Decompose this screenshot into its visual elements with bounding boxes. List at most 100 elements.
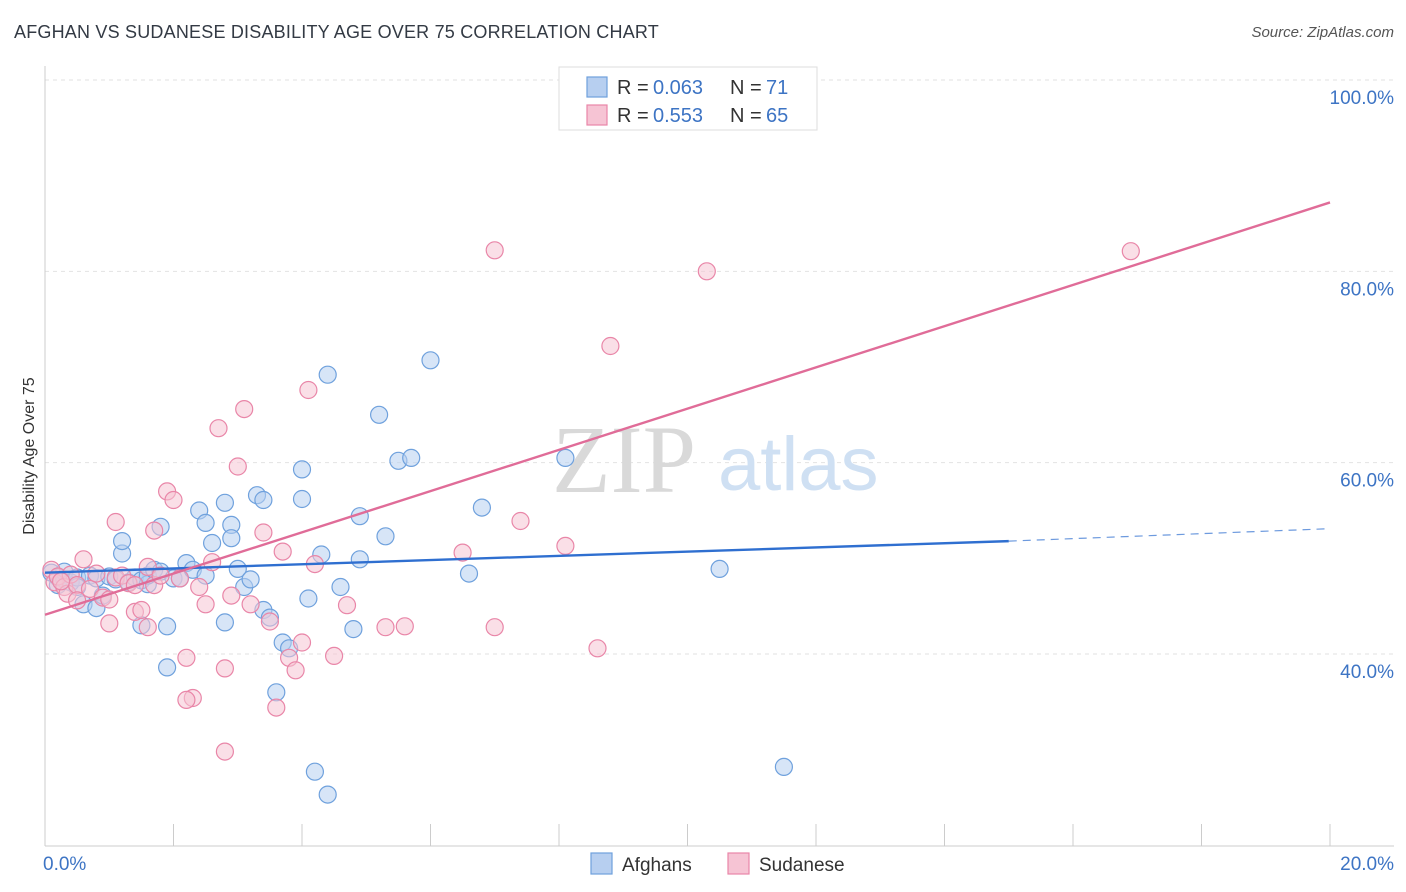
afghans-point — [158, 617, 177, 636]
sudanese-point — [145, 521, 164, 540]
sudanese-point — [453, 543, 472, 562]
sudanese-point — [485, 618, 504, 637]
sudanese-point — [556, 536, 575, 556]
afghans-point — [459, 564, 479, 583]
series-legend-swatch — [590, 852, 613, 875]
x-tick-label: 20.0% — [1340, 854, 1394, 875]
legend-r-label: R = — [617, 105, 649, 127]
sudanese-point — [74, 550, 93, 569]
sudanese-point — [138, 557, 157, 577]
tick-labels: 40.0% 60.0% 80.0% 100.0% 0.0% 20.0% — [43, 88, 1394, 875]
afghans-point — [299, 589, 318, 608]
source-credit: Source: ZipAtlas.com — [1251, 24, 1394, 41]
series-legend-label: Afghans — [622, 855, 692, 876]
sudanese-point — [51, 572, 71, 591]
sudanese-point — [170, 569, 189, 588]
legend-r-label: R = — [617, 77, 649, 99]
sudanese-point — [325, 646, 344, 666]
afghans-point — [344, 619, 363, 639]
sudanese-point — [177, 690, 196, 710]
sudanese-point — [241, 595, 260, 614]
afghans-point — [472, 498, 491, 517]
sudanese-point — [138, 618, 157, 637]
y-tick-label: 80.0% — [1340, 279, 1394, 300]
afghans-point — [254, 490, 273, 510]
axis-layer — [44, 66, 1394, 847]
afghans-point — [112, 531, 132, 551]
points-layer — [42, 241, 1140, 804]
afghans-trend-extension — [1008, 528, 1331, 542]
legend-n-value: 71 — [766, 77, 788, 99]
sudanese-point — [395, 617, 414, 636]
legend-n-label: N = — [730, 77, 762, 99]
legend-r-value: 0.553 — [653, 105, 703, 127]
watermark: ZIP atlas — [552, 406, 879, 513]
sudanese-point — [106, 512, 125, 532]
y-tick-label: 60.0% — [1340, 471, 1394, 492]
y-tick-label: 40.0% — [1340, 662, 1394, 683]
afghans-point — [222, 529, 241, 548]
afghans-point — [196, 513, 215, 533]
sudanese-point — [228, 457, 247, 476]
afghans-point — [203, 533, 222, 553]
afghans-point — [556, 448, 575, 467]
watermark-zip: ZIP — [552, 406, 696, 513]
afghans-point — [774, 757, 794, 777]
sudanese-point — [132, 600, 151, 620]
afghans-point — [241, 570, 260, 589]
sudanese-point — [215, 659, 234, 678]
afghans-point — [158, 658, 177, 677]
afghans-point — [318, 785, 337, 804]
sudanese-point — [80, 579, 100, 599]
sudanese-point — [177, 648, 196, 667]
afghans-point — [331, 577, 350, 597]
legend-n-label: N = — [730, 105, 762, 127]
sudanese-point — [286, 661, 305, 680]
afghans-point — [305, 762, 324, 781]
legend-swatch — [586, 76, 608, 98]
sudanese-point — [215, 742, 234, 761]
afghans-point — [318, 365, 337, 384]
sudanese-point — [235, 400, 254, 419]
afghans-point — [292, 460, 312, 479]
sudanese-point — [267, 698, 286, 717]
sudanese-point — [292, 633, 312, 652]
chart-title: AFGHAN VS SUDANESE DISABILITY AGE OVER 7… — [14, 22, 659, 42]
sudanese-point — [376, 618, 395, 637]
series-legend-swatch — [727, 852, 750, 875]
sudanese-point — [164, 490, 183, 510]
sudanese-point — [100, 614, 119, 633]
sudanese-point — [222, 586, 241, 605]
sudanese-point — [485, 241, 504, 260]
sudanese-point — [87, 564, 106, 583]
y-axis-label: Disability Age Over 75 — [21, 377, 38, 535]
afghans-point — [215, 493, 234, 512]
series-legend: Afghans Sudanese — [590, 852, 845, 876]
sudanese-point — [260, 612, 279, 631]
sudanese-trend-line — [44, 201, 1331, 616]
watermark-atlas: atlas — [718, 422, 879, 507]
sudanese-point — [588, 639, 607, 658]
afghans-point — [370, 405, 389, 424]
sudanese-point — [1121, 242, 1140, 261]
sudanese-point — [511, 511, 530, 531]
trend-layer — [44, 201, 1331, 616]
sudanese-point — [209, 419, 228, 438]
afghans-point — [292, 489, 312, 509]
afghans-point — [350, 550, 369, 569]
legend-r-value: 0.063 — [653, 77, 703, 99]
sudanese-point — [697, 262, 716, 281]
sudanese-point — [299, 380, 318, 400]
sudanese-point — [601, 336, 620, 356]
afghans-point — [376, 527, 395, 546]
afghans-point — [228, 559, 247, 579]
afghans-point — [421, 351, 440, 370]
afghans-point — [402, 448, 421, 467]
afghans-point — [710, 559, 729, 579]
sudanese-point — [190, 577, 209, 597]
legend-swatch — [586, 104, 608, 126]
series-legend-label: Sudanese — [759, 855, 845, 876]
afghans-point — [267, 683, 286, 702]
y-tick-label: 100.0% — [1330, 88, 1395, 109]
